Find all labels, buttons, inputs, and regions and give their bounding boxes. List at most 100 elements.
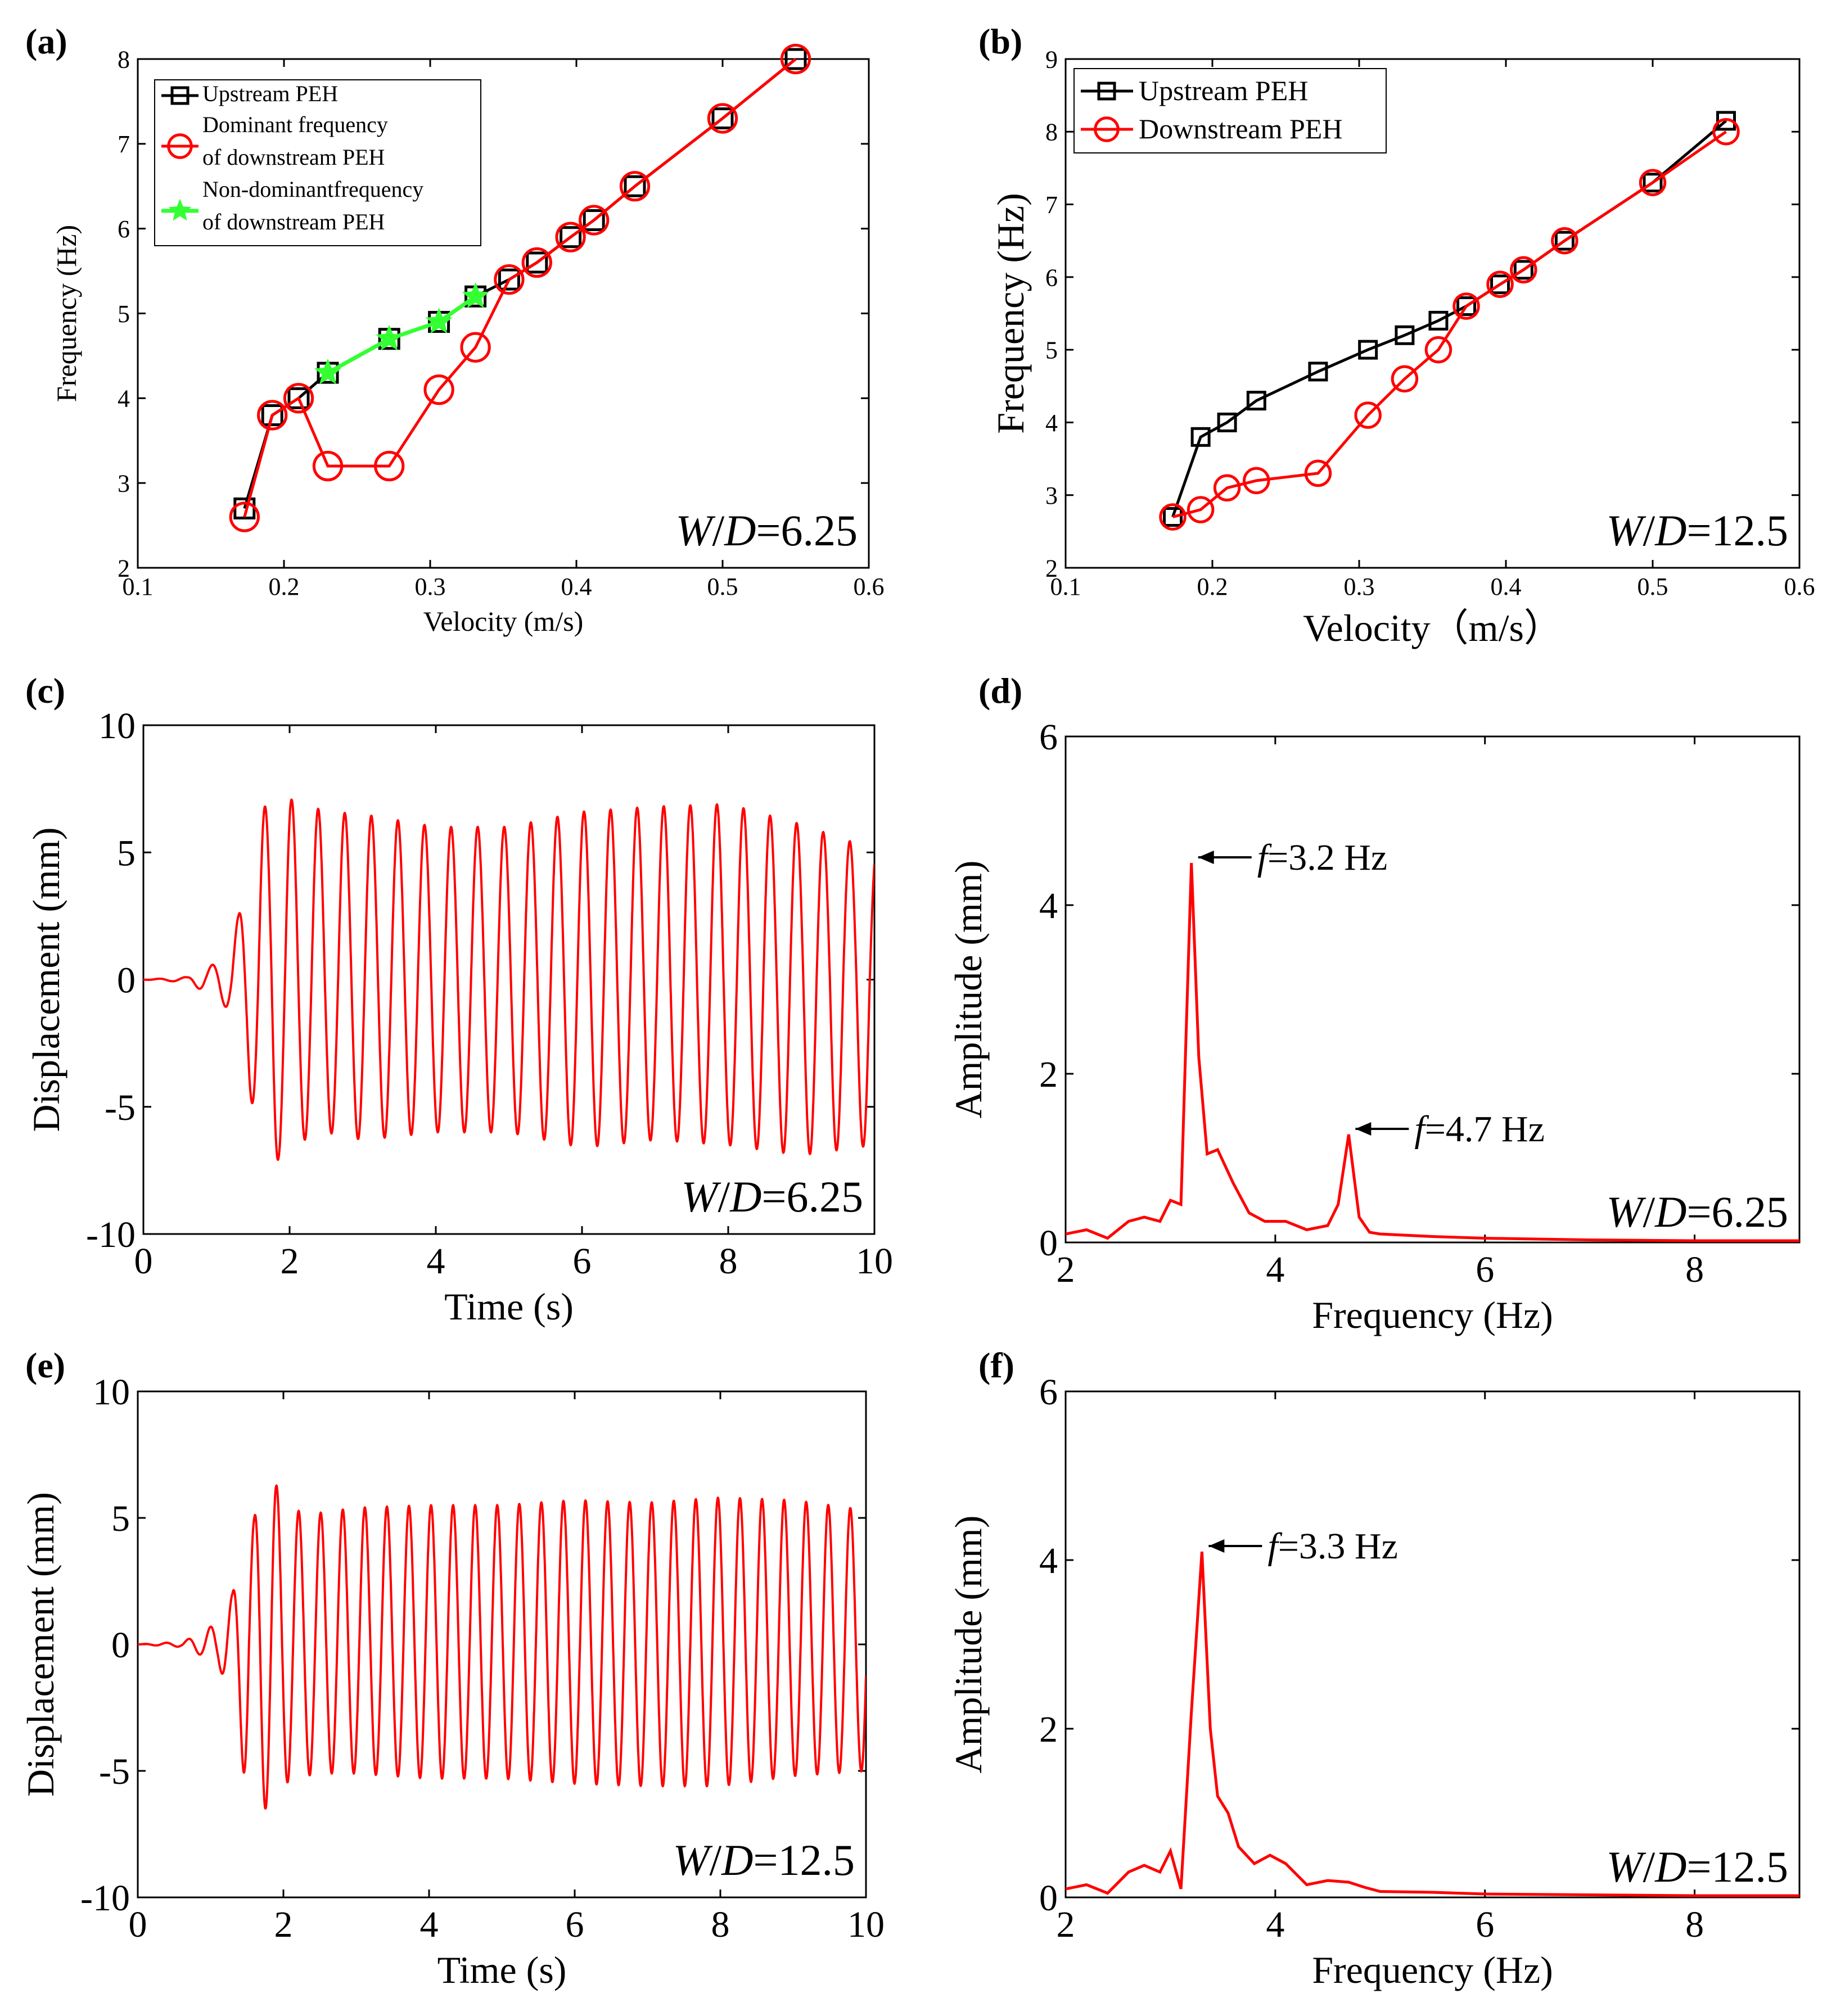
series-0-point [1190,427,1211,447]
y-tick-label: 4 [118,385,130,413]
series-0-point [1395,325,1415,345]
series-1-point [1551,227,1578,255]
series-0-point [498,268,520,291]
x-tick-label: 10 [847,1904,885,1945]
series-1-point [1452,292,1480,320]
series-2-point [376,324,403,351]
peak-label: f=3.3 Hz [1267,1526,1398,1567]
y-tick-label: 5 [118,300,130,328]
legend-marker-1 [1094,116,1120,142]
x-tick-label: 6 [573,1241,592,1282]
y-tick-label: 0 [1039,1878,1058,1919]
series-1-point [1304,459,1332,487]
x-tick-label: 0 [134,1241,153,1282]
y-tick-label: 2 [1039,1054,1058,1095]
y-tick-label: 3 [1045,482,1058,509]
annotation-value: =6.25 [1687,1187,1789,1236]
x-tick-label: 6 [566,1904,584,1945]
y-tick-label: 7 [1045,191,1058,219]
annotation-slash: / [1643,1842,1655,1891]
y-tick-label: 5 [1045,337,1058,364]
series-0-point [1308,361,1328,382]
x-tick-label: 0.4 [1491,573,1522,600]
series-0-point [1163,507,1183,527]
series-1-point [555,222,586,252]
y-axis-title: Amplitude (mm) [947,1516,990,1774]
annotation-var-d: D [729,1172,761,1221]
annotation-var-w: W [682,1172,721,1221]
series-1-point [494,264,525,295]
x-tick-label: 0.3 [415,573,446,600]
panel-c: (c) 0 2 4 6 8 10 -10 -5 0 5 10 Time (s) Displacement … [25,671,893,1328]
panel-label: (f) [978,1345,1014,1385]
wd-annotation: W/D=12.5 [1607,506,1789,555]
series-0-point [784,48,807,70]
x-tick-label: 2 [281,1241,299,1282]
y-tick-label: 6 [1039,717,1058,758]
legend-box [1073,68,1387,153]
x-tick-label: 8 [1685,1249,1704,1290]
series-2-point [425,308,453,334]
y-tick-label: 8 [1045,119,1058,146]
wd-annotation: W/D=6.25 [676,506,858,555]
series-0-point [1358,340,1378,360]
series-0-point [1513,260,1533,280]
peak-arrow-head [1198,851,1214,864]
series-0-point [1217,412,1237,432]
y-tick-label: 2 [1045,554,1058,582]
x-tick-label: 8 [719,1241,738,1282]
x-tick-label: 4 [1266,1249,1284,1290]
x-axis-title: Velocity (m/s) [423,605,584,637]
y-tick-label: 6 [1039,1372,1058,1413]
x-tick-label: 0.4 [561,573,592,600]
y-tick-label: 6 [118,215,130,243]
y-tick-label: 10 [93,1372,130,1413]
panel-label: (e) [25,1345,65,1385]
y-tick-label: 9 [1045,46,1058,73]
series-line [1066,862,1799,1242]
series-0-point [1554,230,1575,251]
axes-frame [1064,58,1801,569]
panel-label: (c) [25,671,65,711]
x-tick-label: 2 [1057,1249,1075,1290]
y-tick-label: -10 [86,1214,136,1255]
x-axis-title: Frequency (Hz) [1312,1294,1553,1336]
peak-arrow-head [1208,1539,1225,1553]
series-1-point [1639,169,1667,197]
wd-annotation: W/D=6.25 [1607,1187,1789,1236]
annotation-var-d: D [1654,1187,1686,1236]
series-line-2 [327,295,477,375]
y-tick-label: 7 [118,130,130,158]
y-tick-label: 5 [111,1498,130,1539]
y-tick-label: -5 [105,1087,136,1128]
wd-annotation: W/D=12.5 [1607,1842,1789,1891]
series-1-point [1354,401,1382,429]
panel-label: (b) [978,21,1022,61]
y-tick-label: 2 [1039,1709,1058,1750]
x-axis-title: Time (s) [444,1285,574,1328]
peak-value: =3.2 Hz [1267,837,1387,878]
y-tick-label: 6 [1045,264,1058,291]
series-1-point [312,450,344,482]
series-0-point [1490,274,1510,295]
annotation-value: =6.25 [756,506,858,555]
annotation-var-w: W [673,1836,713,1884]
series-1-point [1243,467,1270,495]
series-1-point [521,247,552,278]
axes-frame [142,724,876,1235]
peak-value: =4.7 Hz [1425,1109,1545,1150]
x-tick-label: 0.1 [123,573,154,600]
legend-marker-0 [1097,82,1116,101]
peak-arrow-head [1355,1122,1372,1136]
y-tick-label: 0 [1039,1223,1058,1264]
x-tick-label: 0.1 [1050,573,1081,600]
legend-label: Dominant frequency [202,112,388,137]
legend-label: of downstream PEH [202,144,385,170]
y-tick-label: 4 [1039,1540,1058,1581]
series-1-point [257,400,288,431]
annotation-slash: / [1643,1187,1655,1236]
x-axis-title: Frequency (Hz) [1312,1949,1553,1991]
series-0-point [624,175,646,197]
